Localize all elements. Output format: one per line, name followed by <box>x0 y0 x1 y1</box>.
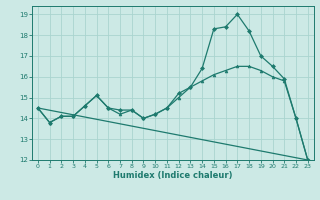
X-axis label: Humidex (Indice chaleur): Humidex (Indice chaleur) <box>113 171 233 180</box>
